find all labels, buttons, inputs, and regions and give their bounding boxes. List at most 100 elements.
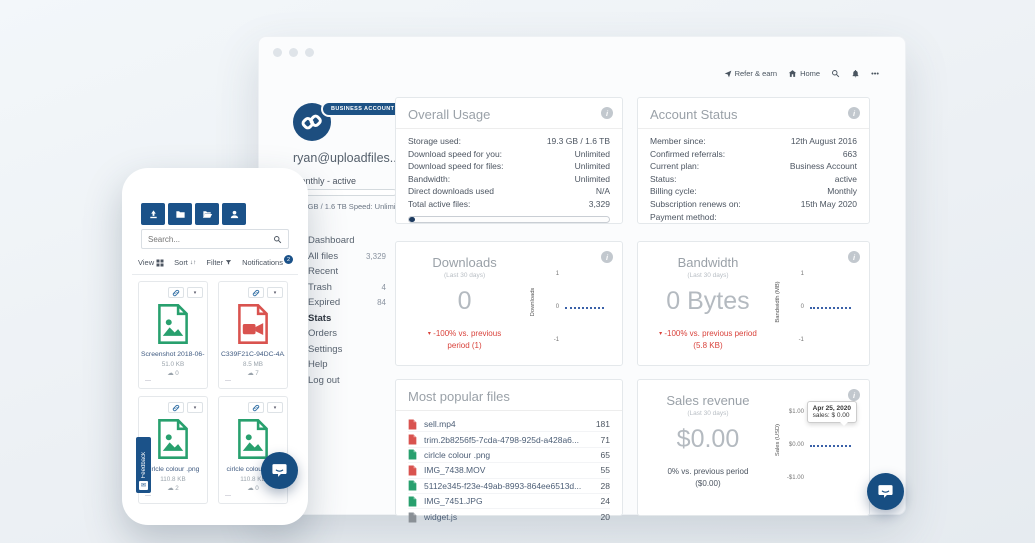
more-menu-button[interactable]: ••• [871,69,879,78]
info-icon[interactable]: i [848,389,860,401]
image-file-icon [408,496,417,507]
popular-file-row[interactable]: cirlcle colour .png 65 [408,448,610,464]
storage-summary-text: 19.3 GB / 1.6 TB Speed: Unlimit... [291,202,404,211]
sales-mini-chart[interactable]: Sales (USD) $1.00 $0.00 -$1.00 Apr 25, 2… [766,397,857,493]
home-icon [788,70,797,77]
search-box [141,229,289,249]
search-icon[interactable] [831,69,840,78]
popular-file-row[interactable]: trim.2b8256f5-7cda-4798-925d-a428a6... 71 [408,432,610,448]
link-icon [252,404,260,411]
upload-icon [149,209,157,218]
file-card[interactable]: ▾ Screenshot 2018-06-... 51.0 KB ☁ 0 — [138,281,208,389]
file-name: cirlcle colour .png [226,466,280,473]
sidebar-item-all-files[interactable]: All files 3,329 [308,250,386,262]
home-link[interactable]: Home [788,69,820,78]
sidebar-item-expired[interactable]: Expired 84 [308,297,386,309]
file-downloads: ☁ 2 [167,485,179,492]
card-title: Sales revenue [666,393,750,408]
phone-toolbar: View Sort ↓↑ Filter Notifications 2 [138,255,294,267]
sidebar-item-dashboard[interactable]: Dashboard [308,235,355,247]
downloads-card: i Downloads (Last 30 days) 0 ▾ -100% vs.… [395,241,623,366]
flat-zero-line [809,307,851,309]
file-size: 110.8 KB [160,476,186,483]
sidebar-item-logout[interactable]: Log out [308,374,340,386]
popular-file-row[interactable]: IMG_7438.MOV 55 [408,463,610,479]
file-card[interactable]: ▾ C339F21C-94DC-4A... 8.5 MB ☁ 7 — [218,281,288,389]
feedback-label: Feedback [140,451,147,478]
account-type-badge: BUSINESS ACCOUNT [323,103,403,115]
card-subtitle: (Last 30 days) [687,272,729,279]
window-chrome [273,48,314,57]
popular-file-row[interactable]: sell.mp4 181 [408,417,610,433]
folder-icon [175,210,185,218]
chat-launcher-phone[interactable] [261,452,298,489]
card-subtitle: (Last 30 days) [687,410,729,417]
copy-link-button[interactable] [248,402,264,413]
upload-button[interactable] [141,203,165,225]
phone-action-buttons [141,203,246,225]
file-size: 51.0 KB [161,361,185,368]
sidebar-item-trash[interactable]: Trash 4 [308,281,386,293]
link-icon [252,289,260,296]
sidebar-item-help[interactable]: Help [308,359,328,371]
image-file-icon [158,419,188,459]
chart-tooltip: Apr 25, 2020 sales: $ 0.00 [806,401,857,426]
file-name: C339F21C-94DC-4A... [221,351,285,358]
file-downloads: ☁ 7 [247,370,259,377]
downloads-mini-chart[interactable]: Downloads 1 0 -1 [521,259,610,355]
copy-link-button[interactable] [168,402,184,413]
sidebar-item-stats[interactable]: Stats [308,312,332,324]
filter-control[interactable]: Filter [206,258,232,267]
card-subtitle: (Last 30 days) [443,272,486,279]
popular-file-row[interactable]: IMG_7451.JPG 24 [408,494,610,510]
popular-file-row[interactable]: widget.js 20 [408,509,610,524]
bandwidth-mini-chart[interactable]: Bandwidth (MB) 1 0 -1 [766,259,857,355]
cloud-download-icon: ☁ [167,485,174,492]
image-file-icon [408,450,417,460]
sidebar-item-orders[interactable]: Orders [308,328,338,340]
view-toggle[interactable]: View [138,258,164,267]
bell-icon[interactable] [851,69,860,78]
funnel-icon [225,260,232,265]
sort-control[interactable]: Sort ↓↑ [174,258,197,267]
open-folder-button[interactable] [195,203,219,225]
folder-button[interactable] [168,203,192,225]
sidebar-item-recent[interactable]: Recent [308,266,339,278]
caret-down-icon: ▾ [273,289,277,296]
uploadfiles-logo-icon [301,114,322,130]
card-footer-dash: — [225,493,231,499]
notifications-control[interactable]: Notifications 2 [242,255,294,267]
file-size: 110.8 KB [240,476,266,483]
window-dot-maximize[interactable] [305,48,314,57]
card-menu-button[interactable]: ▾ [267,402,283,413]
info-icon[interactable]: i [601,107,613,119]
chat-launcher-desktop[interactable] [867,473,904,510]
usage-row: Direct downloads used N/A [408,186,610,197]
copy-link-button[interactable] [168,287,184,298]
card-menu-button[interactable]: ▾ [187,287,203,298]
copy-link-button[interactable] [248,287,264,298]
window-dot-close[interactable] [273,48,282,57]
user-button[interactable] [222,203,246,225]
chat-bubble-icon [878,485,893,498]
feedback-tab[interactable]: Feedback ✉ [136,437,151,493]
card-footer-dash: — [225,378,231,384]
popular-file-row[interactable]: 5112e345-f23e-49ab-8993-864ee6513d... 28 [408,479,610,494]
card-menu-button[interactable]: ▾ [187,402,203,413]
info-icon[interactable]: i [601,251,613,263]
sales-value: $0.00 [676,425,740,453]
card-menu-button[interactable]: ▾ [267,287,283,298]
usage-row: Download speed for you: Unlimited [408,148,610,159]
usage-row: Storage used: 19.3 GB / 1.6 TB [408,136,610,146]
window-dot-minimize[interactable] [289,48,298,57]
info-icon[interactable]: i [848,251,860,263]
bandwidth-change: ▾ -100% vs. previous period (5.8 KB) [659,329,757,350]
info-icon[interactable]: i [848,107,860,119]
file-downloads: ☁ 0 [247,485,259,492]
refer-earn-link[interactable]: Refer & earn [724,69,777,78]
search-input[interactable] [142,234,273,244]
link-icon [172,289,180,296]
down-arrow-icon: ▾ [427,331,431,337]
sidebar-item-settings[interactable]: Settings [308,343,343,355]
status-row: Billing cycle: Monthly [650,186,857,197]
